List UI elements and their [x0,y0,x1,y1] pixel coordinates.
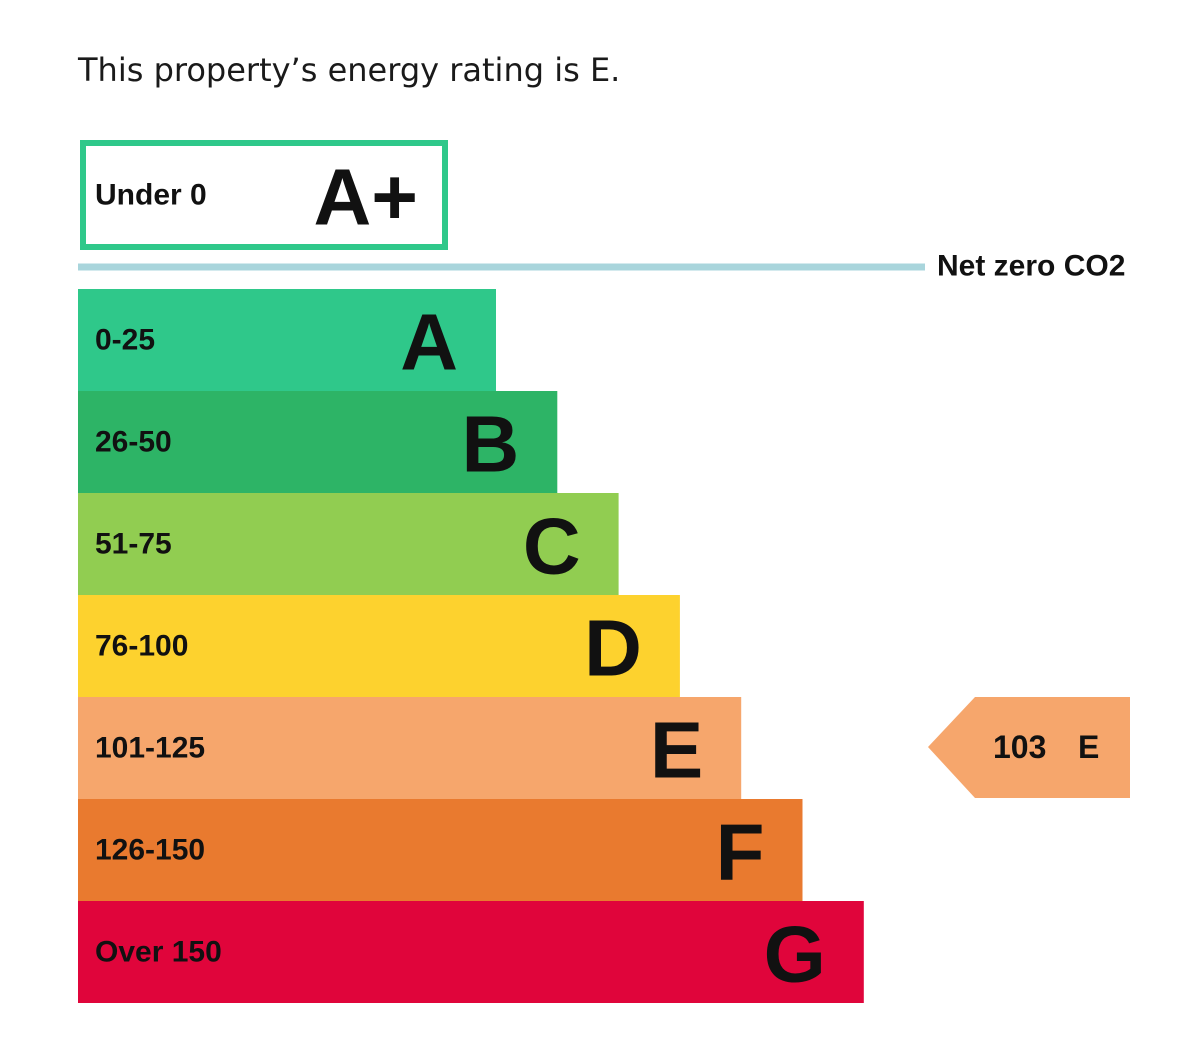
band-bar [78,493,619,595]
band-letter: C [523,502,581,591]
band-range: 76-100 [95,630,188,663]
band-letter: A [400,298,458,387]
band-range: 126-150 [95,834,205,867]
band-range: 51-75 [95,528,172,561]
band-bar [78,799,803,901]
current-rating-arrow [928,697,1130,798]
band-letter: D [584,604,642,693]
top-band-letter: A+ [314,153,419,242]
band-bar [78,289,496,391]
band-bar [78,391,558,493]
band-letter: G [764,910,826,999]
band-letter: B [462,400,520,489]
current-score: 103 [993,729,1046,765]
band-letter: E [650,706,703,795]
band-range: Over 150 [95,936,222,969]
band-bar [78,697,742,799]
band-range: 26-50 [95,426,172,459]
heading: This property’s energy rating is E. [77,51,620,89]
band-bar [78,595,680,697]
bands: 0-25 A 26-50 B 51-75 C 76-100 D 101-125 E 126-150 F… [78,289,864,1003]
top-band-range: Under 0 [95,179,207,212]
top-band-box [80,140,448,250]
current-letter: E [1078,729,1099,765]
net-zero-label: Net zero CO2 [937,250,1125,283]
band-range: 101-125 [95,732,205,765]
band-bar [78,901,864,1003]
band-letter: F [716,808,765,897]
band-range: 0-25 [95,324,155,357]
